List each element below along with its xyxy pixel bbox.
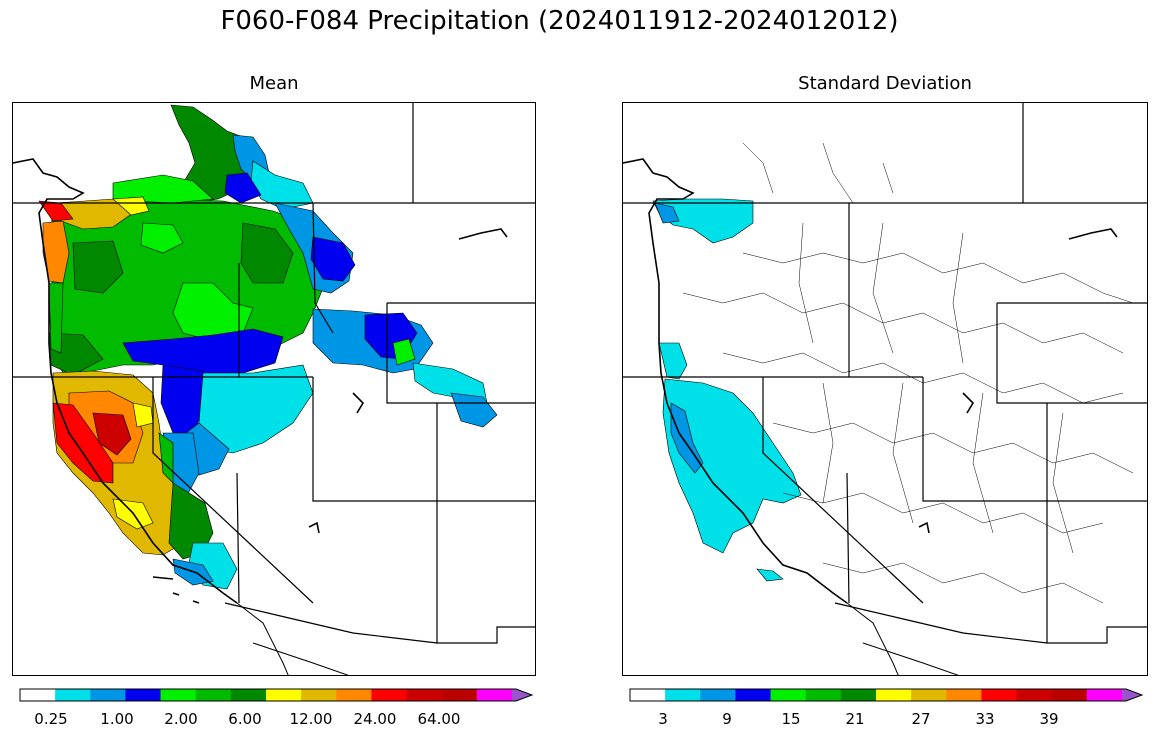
stddev-colorbar-segment <box>876 689 912 701</box>
stddev-colorbar-segment <box>805 689 842 701</box>
stddev-colorbar-segment <box>630 689 666 701</box>
mean-border-lines <box>236 602 349 675</box>
stddev-tick-label: 3 <box>658 710 668 728</box>
mean-colorbar-segment <box>441 689 478 701</box>
stddev-colorbar-segment <box>1051 689 1088 701</box>
stddev-map-canvas <box>623 103 1147 675</box>
stddev-colorbar-segment <box>911 689 947 701</box>
stddev-colorbar-svg <box>629 688 1144 702</box>
stddev-colorbar-segment <box>981 689 1018 701</box>
stddev-colorbar-segment <box>770 689 807 701</box>
stddev-colorbar-extend-arrow <box>1122 689 1142 701</box>
mean-colorbar-segment <box>371 689 408 701</box>
mean-tick-label: 12.00 <box>289 710 333 728</box>
stddev-colorbar-segment <box>946 689 982 701</box>
stddev-border-lines <box>846 602 959 675</box>
stddev-regions <box>652 198 802 582</box>
mean-tick-label: 64.00 <box>417 710 461 728</box>
mean-colorbar-segment <box>90 689 126 701</box>
mean-tick-label: 0.25 <box>34 710 68 728</box>
mean-colorbar-segment <box>336 689 372 701</box>
mean-panel-title: Mean <box>249 73 299 94</box>
mean-colorbar-segment <box>230 689 267 701</box>
stddev-colorbar-segment <box>665 689 701 701</box>
stddev-coastline <box>623 158 1118 604</box>
mean-colorbar-outline <box>19 688 534 702</box>
figure-title: F060-F084 Precipitation (2024011912-2024… <box>220 6 899 36</box>
mean-colorbar-segment <box>125 689 162 701</box>
stddev-tick-label: 15 <box>781 710 801 728</box>
stddev-map <box>622 102 1148 676</box>
mean-colorbar-segment <box>160 689 197 701</box>
stddev-colorbar <box>629 688 1144 703</box>
stddev-colorbar-segment <box>735 689 772 701</box>
mean-colorbar-svg <box>19 688 534 702</box>
stddev-state-boundaries <box>623 103 1147 644</box>
mean-precip-regions <box>38 104 498 590</box>
stddev-panel-title: Standard Deviation <box>798 73 972 94</box>
mean-colorbar <box>19 688 534 703</box>
mean-colorbar-segment <box>55 689 91 701</box>
mean-tick-label: 1.00 <box>100 710 134 728</box>
mean-state-boundaries <box>13 103 535 644</box>
mean-tick-label: 24.00 <box>353 710 397 728</box>
mean-coastline <box>13 158 508 604</box>
stddev-tick-label: 33 <box>975 710 995 728</box>
stddev-tick-label: 9 <box>722 710 732 728</box>
mean-colorbar-extend-arrow <box>512 689 532 701</box>
mean-map-canvas <box>13 103 535 675</box>
mean-colorbar-segment <box>476 689 513 701</box>
stddev-colorbar-segment <box>840 689 877 701</box>
stddev-colorbar-segment <box>1016 689 1053 701</box>
mean-colorbar-segment <box>301 689 337 701</box>
stddev-tick-label: 39 <box>1039 710 1059 728</box>
stddev-colorbar-segment <box>1086 689 1123 701</box>
mean-tick-label: 2.00 <box>164 710 198 728</box>
mean-colorbar-segment <box>195 689 232 701</box>
stddev-colorbar-segment <box>700 689 736 701</box>
mean-colorbar-segment <box>406 689 443 701</box>
stddev-tick-label: 21 <box>845 710 865 728</box>
mean-colorbar-segment <box>20 689 56 701</box>
stddev-colorbar-outline <box>629 688 1144 702</box>
stddev-tick-label: 27 <box>911 710 931 728</box>
mean-map <box>12 102 536 676</box>
mean-colorbar-segment <box>266 689 302 701</box>
mean-tick-label: 6.00 <box>228 710 262 728</box>
